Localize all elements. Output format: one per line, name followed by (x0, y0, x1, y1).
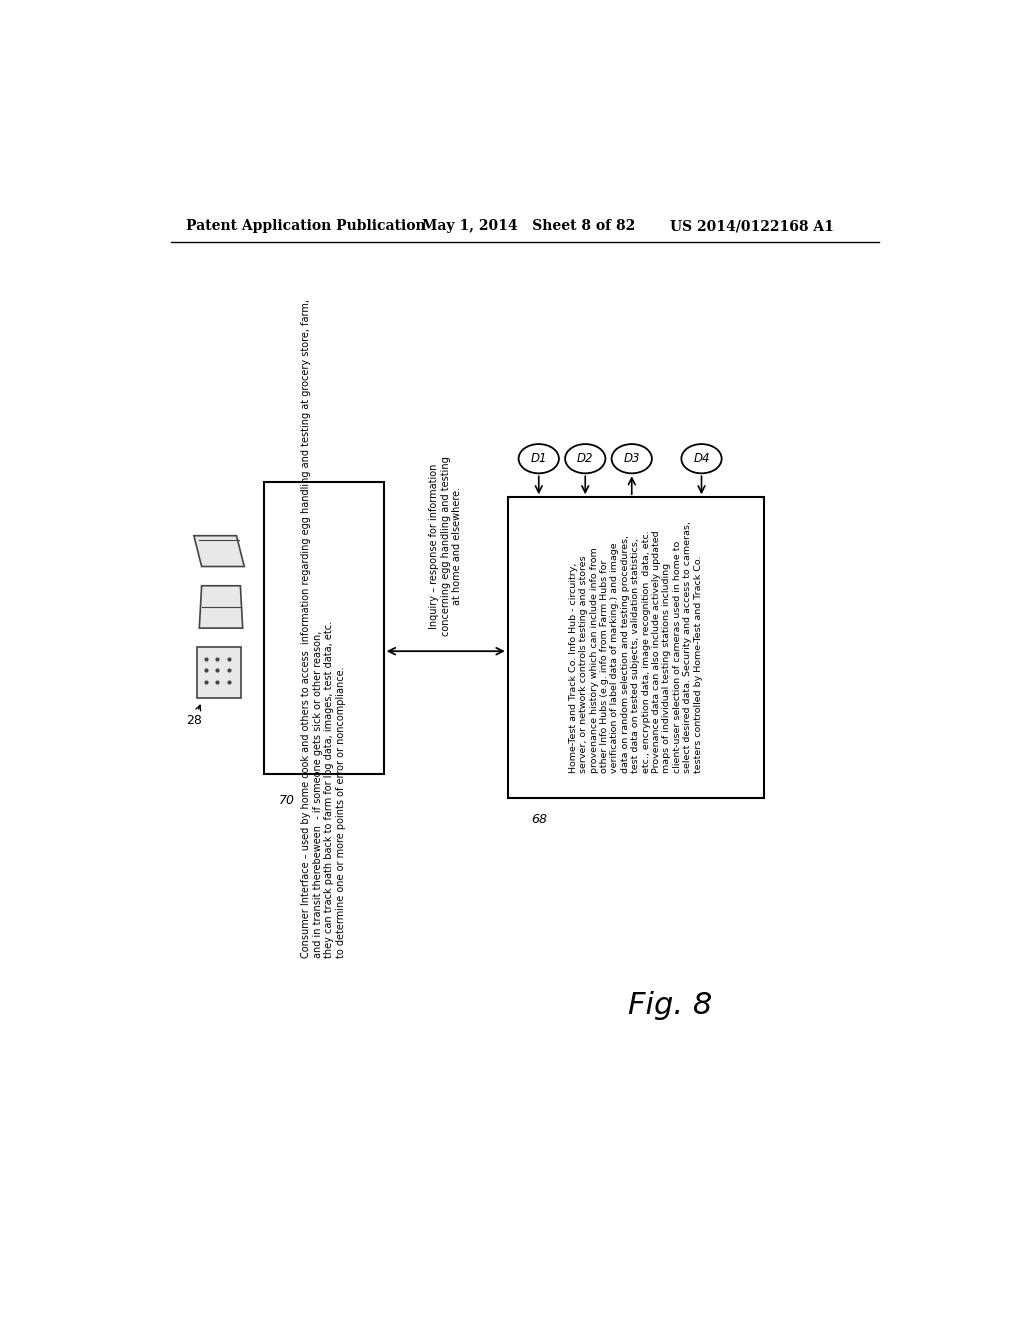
Ellipse shape (565, 444, 605, 474)
Text: D3: D3 (624, 453, 640, 465)
Text: May 1, 2014   Sheet 8 of 82: May 1, 2014 Sheet 8 of 82 (423, 219, 636, 234)
Text: D2: D2 (577, 453, 594, 465)
Text: Inquiry – response for information
concerning egg handling and testing
at home a: Inquiry – response for information conce… (429, 455, 463, 636)
Text: D1: D1 (530, 453, 547, 465)
Text: 70: 70 (280, 793, 295, 807)
Polygon shape (194, 536, 245, 566)
Ellipse shape (518, 444, 559, 474)
Ellipse shape (681, 444, 722, 474)
Text: Fig. 8: Fig. 8 (629, 991, 713, 1020)
Text: 68: 68 (531, 813, 547, 826)
Text: US 2014/0122168 A1: US 2014/0122168 A1 (671, 219, 835, 234)
Polygon shape (200, 586, 243, 628)
Text: D4: D4 (693, 453, 710, 465)
Text: Patent Application Publication: Patent Application Publication (186, 219, 426, 234)
Text: Home-Test and Track Co. Info Hub - circuitry,
server, or network controls testin: Home-Test and Track Co. Info Hub - circu… (568, 521, 702, 774)
Text: Consumer Interface – used by home cook and others to access  information regardi: Consumer Interface – used by home cook a… (301, 298, 346, 957)
FancyBboxPatch shape (508, 498, 764, 797)
FancyBboxPatch shape (197, 647, 241, 698)
Ellipse shape (611, 444, 652, 474)
FancyBboxPatch shape (263, 482, 384, 775)
Text: 28: 28 (186, 705, 202, 727)
